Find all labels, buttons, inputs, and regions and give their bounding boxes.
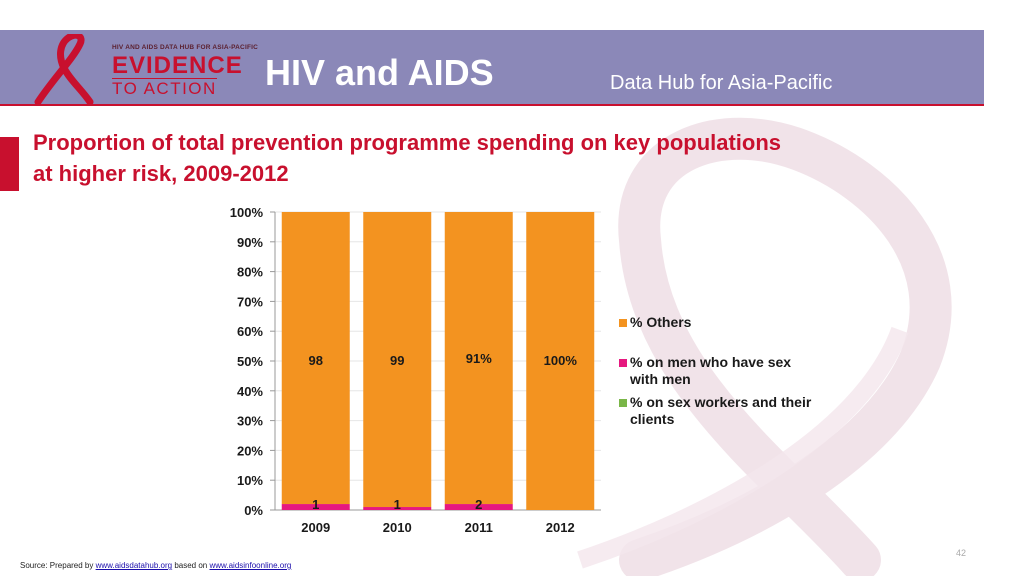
x-tick-label: 2012 bbox=[546, 520, 575, 535]
legend-item-msm: % on men who have sex with men bbox=[619, 354, 820, 388]
y-tick-label: 20% bbox=[237, 443, 263, 458]
data-label: 98 bbox=[309, 353, 323, 368]
y-tick-label: 10% bbox=[237, 473, 263, 488]
legend-swatch-msm bbox=[619, 359, 627, 367]
header-title: HIV and AIDS bbox=[265, 52, 494, 93]
y-tick-label: 80% bbox=[237, 265, 263, 280]
bar-segment bbox=[526, 212, 595, 510]
slide-title: Proportion of total prevention programme… bbox=[33, 127, 933, 189]
bar-segment bbox=[281, 212, 350, 505]
red-ribbon-icon bbox=[34, 34, 94, 104]
legend-label-msm: % on men who have sex with men bbox=[630, 354, 792, 387]
data-label: 91% bbox=[466, 351, 492, 366]
header-subtitle: Data Hub for Asia-Pacific bbox=[610, 72, 833, 94]
slide-title-line-2: at higher risk, 2009-2012 bbox=[33, 161, 289, 186]
legend-label-others: % Others bbox=[630, 314, 692, 330]
y-tick-label: 40% bbox=[237, 384, 263, 399]
data-label: 100% bbox=[544, 353, 578, 368]
bar-segment bbox=[444, 212, 513, 505]
y-tick-label: 90% bbox=[237, 235, 263, 250]
legend-swatch-others bbox=[619, 319, 627, 327]
bar-segment bbox=[363, 212, 432, 508]
bar-segment bbox=[281, 504, 350, 510]
source-middle: based on bbox=[172, 561, 210, 570]
legend-label-sex-workers: % on sex workers and their clients bbox=[630, 394, 812, 427]
title-accent-bar bbox=[0, 137, 19, 191]
logo-evidence-text: EVIDENCE bbox=[112, 52, 243, 79]
header-bar: HIV AND AIDS DATA HUB FOR ASIA-PACIFIC E… bbox=[0, 30, 984, 106]
logo-tagline: HIV AND AIDS DATA HUB FOR ASIA-PACIFIC bbox=[112, 44, 259, 51]
legend-item-others: % Others bbox=[619, 314, 820, 331]
evidence-to-action-logo: HIV AND AIDS DATA HUB FOR ASIA-PACIFIC E… bbox=[18, 34, 258, 104]
source-prefix: Source: Prepared by bbox=[20, 561, 96, 570]
y-tick-label: 100% bbox=[230, 205, 264, 220]
data-label: 99 bbox=[390, 353, 404, 368]
page-number: 42 bbox=[956, 548, 967, 558]
bar-segment bbox=[363, 507, 432, 510]
data-label: 1 bbox=[312, 497, 319, 512]
y-tick-label: 0% bbox=[244, 503, 263, 518]
y-tick-label: 50% bbox=[237, 354, 263, 369]
x-tick-label: 2009 bbox=[301, 520, 330, 535]
bar-segment bbox=[444, 504, 513, 510]
data-label: 1 bbox=[394, 497, 401, 512]
source-link-aidsdatahub[interactable]: www.aidsdatahub.org bbox=[95, 561, 173, 570]
legend-swatch-sex-workers bbox=[619, 399, 627, 407]
slide-title-line-1: Proportion of total prevention programme… bbox=[33, 130, 782, 155]
logo-to-action-text: TO ACTION bbox=[112, 78, 217, 98]
data-label: 2 bbox=[475, 497, 482, 512]
legend-item-sex-workers: % on sex workers and their clients bbox=[619, 394, 820, 428]
x-tick-label: 2010 bbox=[383, 520, 412, 535]
x-tick-label: 2011 bbox=[465, 520, 493, 535]
y-tick-label: 70% bbox=[237, 294, 263, 309]
source-link-aidsinfoonline[interactable]: www.aidsinfoonline.org bbox=[209, 561, 292, 570]
source-note: Source: Prepared by www.aidsdatahub.org … bbox=[20, 561, 291, 570]
y-tick-label: 30% bbox=[237, 414, 263, 429]
y-tick-label: 60% bbox=[237, 324, 263, 339]
